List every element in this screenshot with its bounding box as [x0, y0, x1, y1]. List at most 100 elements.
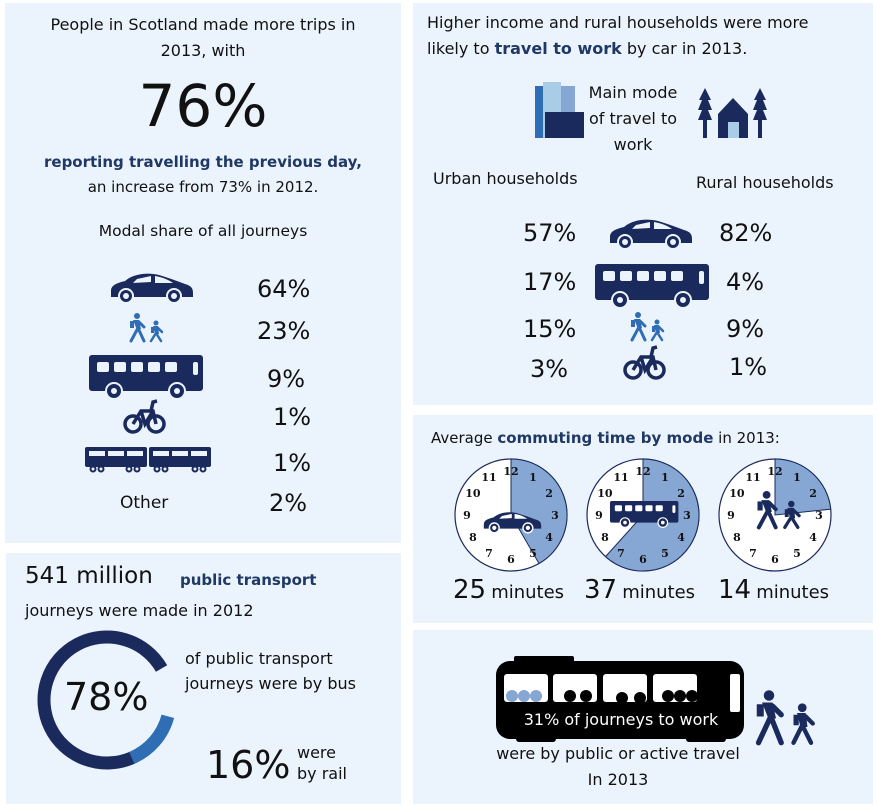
clock-number: 1 — [793, 471, 801, 484]
work-intro-pre: likely to — [427, 39, 495, 58]
clock-number: 6 — [507, 553, 515, 566]
commute-walk-unit: minutes — [756, 582, 830, 603]
clock-number: 6 — [639, 553, 647, 566]
trips-panel: People in Scotland made more trips in 20… — [5, 3, 401, 543]
work-intro-post: by car in 2013. — [621, 39, 748, 58]
commute-bus-unit: minutes — [622, 582, 696, 603]
commute-heading-post: in 2013: — [713, 429, 780, 447]
work-intro-line1: Higher income and rural households were … — [427, 13, 809, 32]
public-transport-line2: journeys were made in 2012 — [25, 601, 254, 620]
commute-bus-time: 37 minutes — [584, 575, 695, 605]
clock-number: 10 — [729, 487, 745, 500]
urban-bicycle-value: 3% — [530, 355, 569, 383]
commute-time-panel: Average commuting time by mode in 2013: … — [413, 415, 873, 623]
clock-number: 1 — [661, 471, 669, 484]
bus-text-line1: of public transport — [185, 649, 333, 668]
mode-value-bicycle: 1% — [273, 403, 312, 431]
clock-number: 3 — [551, 509, 559, 522]
clock-number: 10 — [465, 487, 481, 500]
bus-text-line2: journeys were by bus — [185, 674, 356, 693]
walking-people-icon — [756, 491, 801, 530]
urban-bus-value: 17% — [523, 268, 577, 296]
rural-bus-value: 4% — [726, 268, 765, 296]
rural-house-trees-icon — [698, 88, 767, 138]
urban-walk-value: 15% — [523, 315, 577, 343]
donut-arc-bus — [37, 630, 168, 770]
rail-text-line1: were — [297, 743, 336, 762]
car-icon — [111, 273, 193, 304]
main-mode-label-line3: work — [613, 135, 653, 154]
clock-number: 2 — [545, 487, 553, 500]
bus-icon — [595, 264, 709, 309]
commute-heading-highlight: commuting time by mode — [497, 429, 714, 447]
clock-number: 4 — [809, 531, 817, 544]
commute-walk-time: 14 minutes — [718, 575, 829, 605]
walking-people-icon — [630, 312, 665, 342]
clock-number: 2 — [809, 487, 817, 500]
clock-number: 7 — [749, 547, 757, 560]
clock-number: 9 — [463, 509, 471, 522]
clock-number: 10 — [597, 487, 613, 500]
commute-car-value: 25 — [453, 575, 487, 605]
modal-share-heading: Modal share of all journeys — [98, 222, 308, 240]
urban-car-value: 57% — [523, 219, 577, 247]
commute-heading-pre: Average — [431, 429, 498, 447]
mode-value-walking: 23% — [257, 317, 311, 345]
train-icon — [85, 447, 211, 473]
main-mode-label-line1: Main mode — [588, 83, 678, 102]
public-transport-panel: 541 million public transport journeys we… — [6, 553, 401, 804]
city-buildings-icon — [535, 82, 584, 138]
rural-households-label: Rural households — [696, 173, 834, 192]
rural-bicycle-value: 1% — [729, 353, 768, 381]
clock-number: 3 — [815, 509, 823, 522]
clock-wedge-walking — [774, 458, 832, 516]
bicycle-icon — [123, 399, 166, 434]
commute-car-unit: minutes — [491, 582, 565, 603]
clock-wedge-car — [510, 458, 568, 565]
car-icon — [483, 512, 542, 534]
clock-number: 12 — [635, 465, 650, 478]
commute-car-time: 25 minutes — [453, 575, 564, 605]
main-mode-label-line2: of travel to — [588, 109, 678, 128]
clock-number: 5 — [661, 547, 669, 560]
clock-number: 12 — [767, 465, 782, 478]
mode-value-car: 64% — [257, 275, 311, 303]
bicycle-icon — [623, 345, 666, 380]
clock-number: 6 — [771, 553, 779, 566]
clock-number: 12 — [503, 465, 518, 478]
clock-number: 8 — [733, 531, 741, 544]
rural-car-value: 82% — [719, 219, 773, 247]
trips-intro-line2: 2013, with — [160, 41, 246, 60]
public-transport-highlight: public transport — [180, 571, 317, 589]
mode-label-other: Other — [120, 493, 169, 513]
walking-people-icon — [755, 690, 815, 746]
public-transport-donut-chart — [37, 630, 175, 770]
clock-number: 9 — [727, 509, 735, 522]
bus-icon — [89, 355, 203, 400]
donut-arc-rail — [128, 714, 175, 764]
clock-number: 11 — [613, 471, 628, 484]
trips-intro-line1: People in Scotland made more trips in — [50, 15, 356, 34]
walking-people-icon — [129, 313, 164, 343]
clock-number: 1 — [529, 471, 537, 484]
big-percent-76: 76% — [138, 72, 268, 140]
urban-households-label: Urban households — [433, 169, 578, 188]
commute-heading: Average commuting time by mode in 2013: — [431, 429, 780, 447]
public-transport-number: 541 million — [25, 563, 153, 589]
work-intro-line2: likely to travel to work by car in 2013. — [427, 39, 747, 58]
clock-number: 11 — [745, 471, 760, 484]
clock-number: 5 — [529, 547, 537, 560]
big-bus-icon — [496, 656, 744, 742]
mode-value-bus: 9% — [267, 365, 306, 393]
bus-percent: 78% — [64, 675, 149, 719]
clock-number: 7 — [617, 547, 625, 560]
active-bus-text: 31% of journeys to work — [523, 710, 719, 729]
rural-walk-value: 9% — [726, 315, 765, 343]
clock-number: 4 — [677, 531, 685, 544]
rail-percent: 16% — [206, 743, 291, 787]
bus-icon — [610, 501, 679, 529]
clock-number: 9 — [595, 509, 603, 522]
active-travel-panel: 31% of journeys to work were by public o… — [413, 630, 873, 804]
